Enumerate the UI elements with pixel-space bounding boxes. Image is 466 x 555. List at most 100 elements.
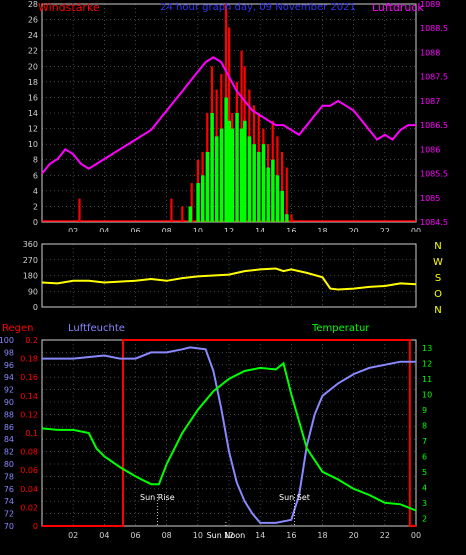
direction-letter: S [435,273,441,284]
y-tick-label-rain: 0.18 [20,355,38,364]
y-tick-label-left: 16 [28,93,38,102]
x-tick-label: 10 [193,227,203,232]
y-tick-label-left: 4 [33,187,38,196]
y-tick-label-rain: 0.06 [20,466,38,475]
y-tick-label-humidity: 100 [0,336,14,345]
direction-letter: N [434,241,441,252]
y-tick-label-left: 6 [33,171,38,180]
y-tick-label-humidity: 88 [4,410,14,419]
x-tick-label: 02 [68,531,78,540]
pressure-line [41,56,416,175]
y-tick-label-left: 18 [28,78,38,87]
wind-bar [243,120,247,222]
sun-annotation: Sun Set [279,493,310,502]
x-tick-label: 08 [162,531,172,540]
y-tick-label-right: 1087 [420,97,440,106]
wind-bar [257,151,261,222]
y-tick-label-humidity: 80 [4,460,14,469]
y-tick-label-temperature: 11 [422,375,432,384]
rain-line [42,339,416,527]
wind-bar [227,120,231,222]
y-tick-label-temperature: 9 [422,406,427,415]
wind-bar [201,175,205,222]
x-tick-label: 08 [162,227,172,232]
wind-bar [271,159,275,222]
y-tick-label: 90 [28,287,38,296]
x-tick-label: 00 [411,531,421,540]
x-tick-label: 18 [317,531,327,540]
y-tick-label-temperature: 4 [422,483,427,492]
temperature-line [41,361,417,512]
x-tick-label: 02 [68,227,78,232]
wind-bar [266,167,270,222]
y-tick-label-right: 1085 [420,194,440,203]
y-tick-label-temperature: 10 [422,390,432,399]
y-tick-label-right: 1089 [420,0,440,9]
gust-bar [280,151,284,222]
wind-bar [205,151,210,222]
wind-axis-title: Windstärke [38,1,100,14]
x-tick-label: 20 [349,227,359,232]
plot-frame [41,243,417,308]
y-tick-label: 180 [23,272,38,281]
x-tick-label: 04 [99,227,109,232]
y-tick-label-rain: 0.12 [20,410,38,419]
x-tick-label: 06 [130,227,140,232]
y-tick-label-rain: 0.04 [20,485,38,494]
y-tick-label-temperature: 8 [422,421,427,430]
y-tick-label-rain: 0.2 [25,336,38,345]
y-tick-label-left: 12 [28,125,38,134]
wind-bar [224,97,228,222]
humidity-temperature-rain-chart: 70727476788082848688909294969810000.020.… [0,323,432,540]
y-tick-label-right: 1084.5 [420,218,448,227]
x-tick-label: 12 [224,531,234,540]
y-tick-label-right: 1087.5 [420,73,448,82]
y-tick-label-temperature: 3 [422,499,427,508]
y-tick-label-left: 0 [33,218,38,227]
wind-bar [188,206,193,222]
y-tick-label-temperature: 7 [422,437,427,446]
y-tick-label-humidity: 76 [4,485,14,494]
gust-bar [190,183,193,222]
sun-annotation: Sun Rise [140,493,175,502]
x-tick-label: 10 [193,531,203,540]
wind-bar [275,175,280,222]
y-tick-label-left: 22 [28,47,38,56]
y-tick-label-right: 1088 [420,48,440,57]
x-tick-label: 20 [349,531,359,540]
y-tick-label-humidity: 98 [4,348,14,357]
wind-bar [219,128,224,222]
y-tick-label-left: 10 [28,140,38,149]
y-tick-label-right: 1085.5 [420,170,448,179]
y-tick-label-temperature: 12 [422,359,432,368]
y-tick-label-left: 8 [33,156,38,165]
y-tick-label-right: 1088.5 [420,24,448,33]
y-tick-label-right: 1086.5 [420,121,448,130]
rain-axis-title: Regen [2,323,34,334]
y-tick-label-rain: 0.14 [20,392,38,401]
x-tick-label: 14 [255,227,265,232]
y-tick-label-humidity: 82 [4,448,14,457]
x-tick-label: 16 [286,227,296,232]
x-tick-label: 14 [255,531,265,540]
x-tick-label: 22 [380,227,390,232]
x-tick-label: 18 [317,227,327,232]
y-tick-label-rain: 0.08 [20,448,38,457]
y-tick-label-right: 1086 [420,145,440,154]
x-tick-label: 22 [380,531,390,540]
sun-annotation: Sun Noon [207,531,246,540]
y-tick-label-temperature: 2 [422,514,427,523]
wind-bar [247,136,252,222]
gust-bar [170,198,173,222]
gust-bar [290,214,293,222]
direction-letter: N [434,305,441,316]
x-tick-label: 00 [411,227,421,232]
x-tick-label: 04 [99,531,109,540]
wind-bar [261,144,266,222]
y-tick-label-rain: 0.02 [20,503,38,512]
y-tick-label-temperature: 5 [422,468,427,477]
y-tick-label: 360 [23,240,38,249]
wind-pressure-chart: 02468101214161820222426281084.510851085.… [28,0,448,232]
